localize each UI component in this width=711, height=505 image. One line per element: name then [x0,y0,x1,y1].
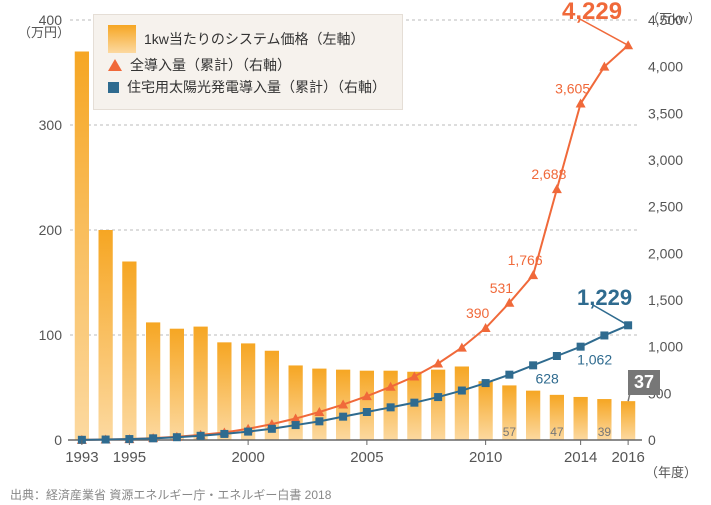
bar-swatch-icon [108,25,136,53]
svg-text:2,688: 2,688 [531,166,566,182]
svg-text:47: 47 [550,425,564,439]
svg-text:3,605: 3,605 [555,81,590,97]
svg-text:4,000: 4,000 [648,59,683,75]
triangle-icon [108,59,122,71]
svg-text:2,000: 2,000 [648,245,683,261]
source-attribution: 出典：経済産業省 資源エネルギー庁・エネルギー白書 2018 [10,486,331,503]
svg-text:100: 100 [39,327,63,343]
svg-text:3,000: 3,000 [648,152,683,168]
left-axis-unit: （万円） [18,22,70,41]
right-axis-unit: （万kw） [646,8,701,27]
svg-text:2005: 2005 [350,449,383,466]
legend-label-res: 住宅用太陽光発電導入量（累計）（右軸） [127,77,386,97]
x-axis-unit: （年度） [645,462,697,481]
svg-text:200: 200 [39,222,63,238]
svg-text:390: 390 [466,305,490,321]
svg-text:39: 39 [598,425,612,439]
callout-residential-installed: 1,229 [575,285,634,311]
svg-text:300: 300 [39,117,63,133]
svg-text:1995: 1995 [113,449,146,466]
svg-text:0: 0 [648,432,656,448]
svg-text:2000: 2000 [231,449,264,466]
legend-label-bar: 1kw当たりのシステム価格（左軸） [144,29,364,49]
legend-item-res: 住宅用太陽光発電導入量（累計）（右軸） [108,77,386,97]
chart-root: 57 47 39 390531 1,766 2,688 3,605 628 1,062 0 100 2… [0,0,711,505]
svg-text:1,500: 1,500 [648,292,683,308]
legend-item-bar: 1kw当たりのシステム価格（左軸） [108,25,386,53]
legend-item-total: 全導入量（累計）（右軸） [108,55,386,75]
legend: 1kw当たりのシステム価格（左軸） 全導入量（累計）（右軸） 住宅用太陽光発電導… [93,14,403,110]
svg-text:628: 628 [535,370,559,386]
svg-text:531: 531 [490,280,514,296]
svg-text:2016: 2016 [611,449,644,466]
svg-text:57: 57 [503,425,517,439]
svg-text:1,000: 1,000 [648,339,683,355]
callout-price-per-kw: 37 [628,370,660,395]
legend-label-total: 全導入量（累計）（右軸） [130,55,291,75]
svg-text:3,500: 3,500 [648,105,683,121]
svg-text:1,766: 1,766 [508,252,543,268]
svg-text:1,062: 1,062 [577,352,612,368]
svg-text:2014: 2014 [564,449,597,466]
callout-total-installed: 4,229 [560,0,624,26]
svg-text:2010: 2010 [469,449,502,466]
svg-text:1993: 1993 [65,449,98,466]
square-icon [108,82,119,93]
svg-text:0: 0 [54,432,62,448]
svg-text:2,500: 2,500 [648,199,683,215]
